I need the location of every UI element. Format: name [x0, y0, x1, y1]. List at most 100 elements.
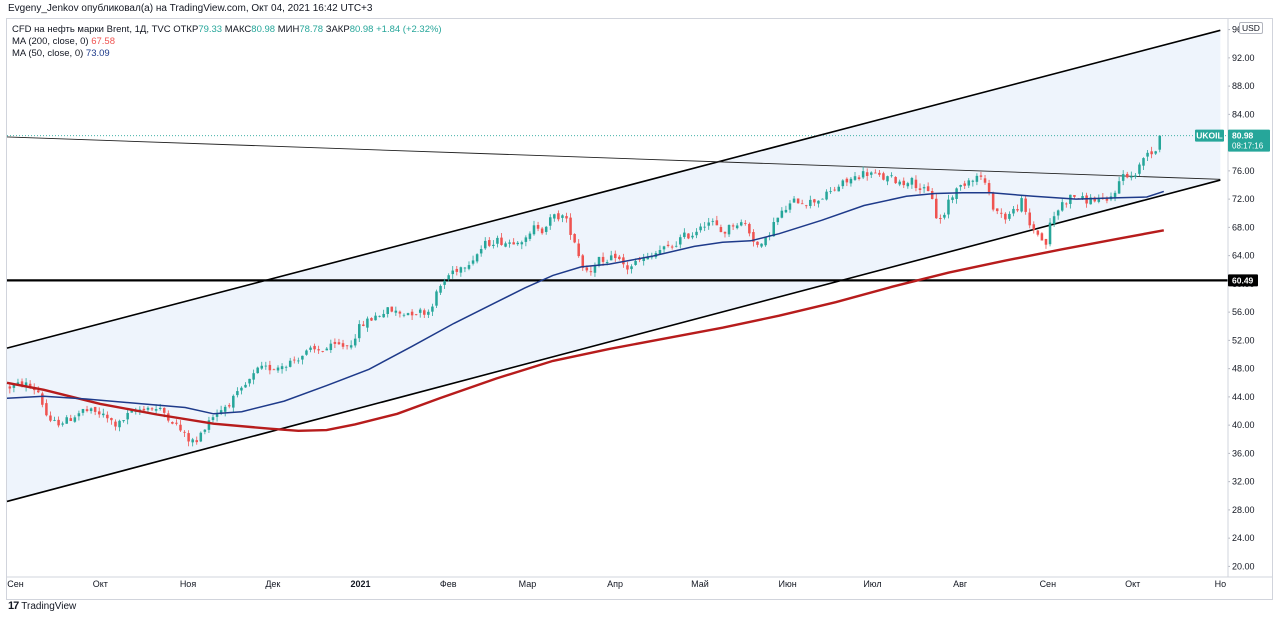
- candle-body: [792, 198, 796, 203]
- candle-body: [679, 237, 682, 245]
- candle-body: [914, 179, 918, 189]
- currency-badge[interactable]: USD: [1239, 22, 1263, 34]
- candle-body: [1125, 173, 1129, 178]
- candle-body: [553, 214, 556, 219]
- candle-body: [853, 176, 857, 180]
- candle-body: [382, 313, 385, 318]
- candle-body: [1040, 233, 1044, 241]
- candle-body: [1060, 202, 1064, 211]
- candle-body: [703, 226, 706, 228]
- candle-body: [142, 408, 146, 411]
- candle-body: [874, 172, 877, 174]
- candle-body: [573, 234, 576, 243]
- candle-body: [268, 364, 272, 371]
- candle-body: [475, 254, 479, 262]
- candle-body: [630, 266, 633, 270]
- candle-body: [236, 391, 239, 396]
- candle-body: [1138, 164, 1141, 174]
- candle-body: [548, 217, 552, 226]
- candle-body: [788, 203, 792, 210]
- candle-body: [126, 412, 129, 420]
- candle-body: [772, 222, 775, 237]
- candle-body: [158, 407, 162, 410]
- candle-body: [467, 265, 471, 269]
- legend-close-label: ЗАКР: [325, 24, 350, 35]
- candle-body: [215, 414, 219, 417]
- candle-body: [374, 315, 377, 321]
- candle-body: [20, 381, 24, 387]
- candle-body: [951, 197, 954, 200]
- candle-body: [1089, 197, 1092, 205]
- candle-body: [77, 413, 81, 417]
- candle-body: [581, 255, 585, 268]
- candle-body: [496, 237, 499, 244]
- candle-body: [687, 233, 690, 239]
- candle-body: [162, 407, 166, 413]
- candle-body: [813, 199, 816, 203]
- candle-body: [735, 225, 739, 229]
- candle-body: [683, 232, 686, 238]
- candle-body: [305, 350, 308, 355]
- candle-body: [1000, 212, 1003, 214]
- candle-body: [902, 180, 906, 186]
- candle-body: [1028, 212, 1031, 226]
- candle-body: [784, 209, 788, 213]
- x-tick-label: Апр: [607, 579, 623, 589]
- candle-body: [634, 260, 637, 265]
- legend-change: +1.84 (+2.32%): [376, 24, 442, 35]
- candle-body: [991, 192, 995, 210]
- candle-body: [471, 260, 475, 264]
- legend-ma50[interactable]: MA (50, close, 0) 73.09: [12, 48, 110, 59]
- candle-body: [41, 393, 44, 405]
- candle-body: [890, 175, 893, 177]
- candle-body: [898, 181, 901, 185]
- y-tick-label: 76.00: [1232, 166, 1255, 176]
- candle-body: [565, 216, 568, 219]
- candle-body: [646, 256, 650, 260]
- candle-body: [195, 440, 199, 443]
- candle-body: [260, 365, 264, 369]
- candle-body: [1142, 158, 1145, 166]
- candle-body: [284, 366, 288, 368]
- candle-body: [227, 405, 231, 407]
- candle-body: [191, 439, 194, 443]
- candle-body: [353, 338, 357, 346]
- candle-body: [983, 178, 987, 183]
- candle-body: [252, 373, 255, 380]
- candle-body: [313, 345, 316, 350]
- candle-body: [85, 409, 89, 411]
- candle-body: [776, 217, 780, 223]
- candle-body: [483, 240, 487, 249]
- candle-body: [540, 228, 544, 234]
- symbol-tag-label: UKOIL: [1196, 131, 1222, 141]
- price-tag-bg: [1228, 129, 1270, 152]
- candle-body: [837, 186, 841, 192]
- candle-body: [154, 409, 158, 411]
- candle-body: [691, 235, 694, 238]
- candle-body: [865, 172, 869, 176]
- candle-body: [309, 347, 312, 350]
- candle-body: [536, 224, 540, 229]
- candle-body: [187, 433, 190, 442]
- legend-ma200[interactable]: MA (200, close, 0) 67.58: [12, 36, 115, 47]
- candle-body: [406, 313, 410, 316]
- candle-body: [910, 177, 914, 185]
- legend-ma50-label: MA (50, close, 0): [12, 48, 84, 59]
- candle-body: [926, 186, 930, 192]
- candle-body: [93, 406, 97, 412]
- candle-body: [670, 246, 674, 248]
- candle-body: [809, 199, 812, 206]
- y-tick-label: 24.00: [1232, 533, 1255, 543]
- legend-low-label: МИН: [277, 24, 300, 35]
- candle-body: [821, 198, 824, 200]
- candle-body: [345, 345, 349, 347]
- candle-body: [81, 409, 85, 413]
- candle-body: [760, 243, 763, 247]
- candle-body: [435, 291, 438, 306]
- candle-body: [223, 406, 227, 412]
- level-tag-bg: [1228, 274, 1258, 287]
- candle-body: [479, 249, 483, 254]
- candle-body: [1134, 175, 1137, 177]
- legend-ma200-label: MA (200, close, 0): [12, 36, 89, 47]
